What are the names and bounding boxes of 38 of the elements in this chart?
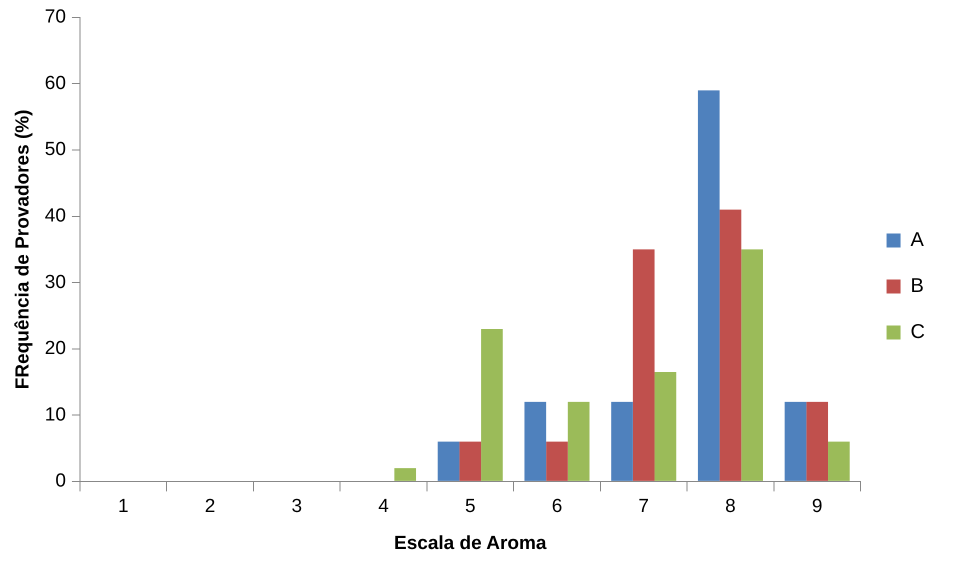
bar xyxy=(720,210,742,481)
x-tick-label: 6 xyxy=(552,496,562,518)
bar xyxy=(459,442,482,481)
x-tick-label: 1 xyxy=(118,496,129,518)
bar xyxy=(394,468,416,481)
legend-label: B xyxy=(910,275,924,298)
bar xyxy=(568,402,590,481)
y-axis-title: FRequência de Provadores (%) xyxy=(12,110,34,390)
bar xyxy=(741,249,763,481)
y-tick-label: 0 xyxy=(55,470,66,492)
bar xyxy=(524,402,546,481)
y-tick-label: 20 xyxy=(44,338,66,360)
x-tick-label: 7 xyxy=(638,496,650,518)
y-tick-label: 70 xyxy=(44,6,66,28)
bar xyxy=(698,90,720,481)
x-axis-title: Escala de Aroma xyxy=(394,532,547,554)
y-tick-label: 60 xyxy=(44,72,66,94)
x-tick-label: 3 xyxy=(291,496,302,518)
bar xyxy=(654,372,676,481)
legend-label: A xyxy=(910,229,925,252)
bar xyxy=(438,442,460,481)
y-tick-label: 30 xyxy=(44,272,66,293)
bar xyxy=(546,442,568,481)
legend-label: C xyxy=(910,321,926,344)
bar xyxy=(611,402,633,481)
x-tick-label: 4 xyxy=(378,496,390,518)
bar xyxy=(806,402,828,481)
y-tick-label: 40 xyxy=(44,205,66,226)
y-tick-label: 50 xyxy=(44,139,66,160)
bar xyxy=(828,442,850,481)
x-tick-label: 2 xyxy=(204,496,216,518)
bar xyxy=(632,249,655,481)
bar xyxy=(481,328,503,481)
y-tick-label: 10 xyxy=(44,404,66,426)
bar xyxy=(784,402,806,481)
x-tick-label: 5 xyxy=(464,496,476,518)
x-tick-label: 8 xyxy=(725,496,736,518)
x-tick-label: 9 xyxy=(812,496,822,518)
